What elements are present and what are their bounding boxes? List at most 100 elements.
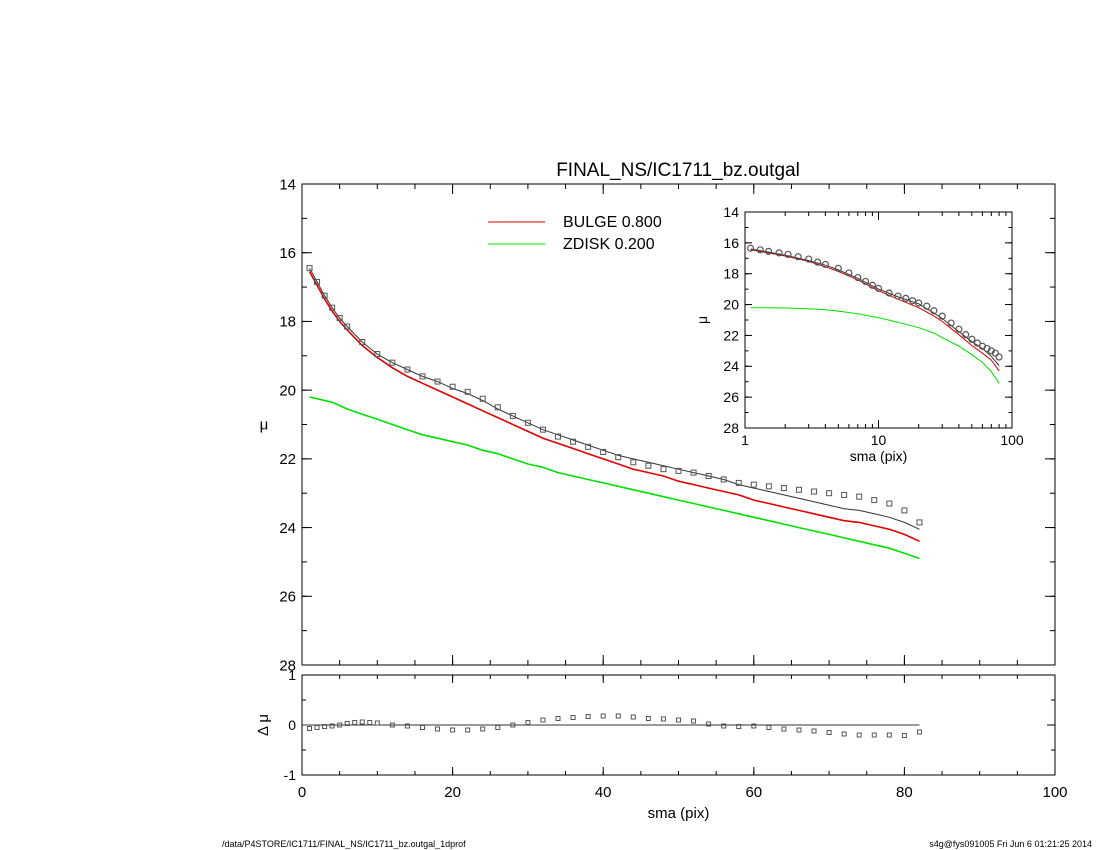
inset-observed-point-16 [894, 292, 902, 300]
main-ytick-label-0: 14 [279, 176, 296, 193]
main-observed-point-4 [336, 314, 343, 321]
main-observed-point-31 [735, 479, 742, 486]
main-observed-point-21 [585, 443, 592, 450]
main-ytick-label-5: 24 [279, 520, 296, 537]
main-observed-point-3 [329, 304, 336, 311]
inset-ytick-label-7: 28 [723, 420, 739, 436]
main-observed-point-42 [901, 507, 908, 514]
main-ytick-label-2: 18 [279, 314, 296, 331]
main-observed-point-40 [871, 497, 878, 504]
inset-ytick-label-1: 16 [723, 235, 739, 251]
resid-point-20 [540, 717, 546, 723]
inset-observed-point-9 [834, 264, 842, 272]
main-bulge-line [308, 271, 920, 543]
main-observed-point-18 [539, 426, 546, 433]
resid-point-40 [841, 731, 847, 737]
main-observed-point-19 [555, 433, 562, 440]
inset-observed-point-5 [794, 253, 802, 261]
resid-point-41 [856, 732, 862, 738]
main-observed-point-0 [306, 265, 313, 272]
main-observed-point-38 [841, 491, 848, 498]
main-observed-point-41 [886, 500, 893, 507]
inset-observed-point-7 [814, 258, 822, 266]
resid-point-2 [322, 724, 328, 729]
resid-point-27 [645, 716, 651, 721]
resid-point-36 [781, 726, 787, 732]
resid-xtick-label-2: 40 [595, 784, 612, 801]
inset-ytick-label-5: 24 [723, 358, 739, 374]
main-observed-point-11 [434, 378, 441, 385]
inset-observed-point-19 [915, 299, 923, 307]
inset-log-profile-panel: 14 16 18 20 22 24 26 281 10 100 sma (pix) μ [694, 204, 1024, 464]
inset-observed-point-17 [902, 294, 910, 302]
resid-point-29 [676, 717, 681, 723]
main-observed-point-9 [404, 366, 411, 373]
resid-ytick-label-1: 0 [288, 717, 296, 733]
resid-xtick-label-3: 60 [745, 784, 762, 801]
main-observed-point-43 [916, 519, 923, 526]
main-observed-point-2 [321, 292, 328, 299]
inset-observed-point-26 [968, 335, 976, 343]
resid-point-43 [886, 732, 892, 738]
resid-point-25 [615, 713, 621, 719]
main-observed-point-25 [645, 462, 652, 469]
resid-point-44 [901, 733, 907, 738]
resid-point-42 [871, 732, 877, 738]
inset-zdisk-line [750, 307, 1000, 384]
resid-point-14 [450, 727, 456, 733]
main-ytick-label-7: 28 [279, 657, 296, 674]
inset-observed-point-21 [930, 307, 938, 315]
resid-ytick-label-2: 1 [288, 667, 296, 683]
resid-point-3 [329, 723, 335, 729]
chart-title: FINAL_NS/IC1711_bz.outgal [556, 160, 800, 181]
resid-point-21 [555, 716, 561, 721]
main-observed-point-35 [795, 486, 802, 493]
inset-observed-point-32 [995, 353, 1003, 361]
resid-point-45 [916, 729, 922, 735]
inset-observed-point-3 [775, 249, 783, 257]
inset-xtick-label-1: 10 [871, 432, 887, 448]
resid-point-28 [660, 716, 666, 722]
resid-y-axis-label: Δ μ [255, 714, 272, 736]
resid-point-11 [404, 723, 410, 729]
resid-point-32 [721, 723, 727, 729]
inset-ytick-label-4: 22 [723, 327, 739, 343]
main-y-axis-label: μ [260, 417, 269, 434]
inset-xtick-label-0: 1 [741, 432, 749, 448]
main-observed-point-27 [675, 467, 682, 474]
main-observed-point-39 [856, 493, 863, 500]
resid-xtick-label-0: 0 [298, 784, 306, 801]
inset-observed-point-23 [947, 319, 955, 327]
main-ytick-label-1: 16 [279, 245, 296, 262]
main-observed-point-20 [570, 438, 577, 445]
legend-label-0: BULGE 0.800 [563, 214, 662, 231]
main-observed-point-24 [630, 459, 637, 466]
main-observed-point-7 [374, 351, 381, 358]
inset-background [744, 211, 1013, 429]
main-observed-point-8 [389, 359, 396, 366]
main-observed-point-28 [690, 469, 697, 476]
main-observed-point-13 [464, 388, 471, 395]
main-observed-point-16 [509, 412, 516, 419]
resid-point-4 [337, 722, 343, 728]
inset-ytick-label-2: 18 [723, 266, 739, 282]
inset-observed-point-6 [805, 255, 813, 263]
main-observed-point-37 [826, 490, 833, 497]
main-ytick-label-3: 20 [279, 382, 296, 399]
main-observed-point-36 [811, 488, 818, 495]
inset-observed-point-13 [868, 281, 876, 289]
resid-point-0 [307, 726, 313, 731]
main-observed-point-22 [600, 448, 607, 455]
inset-observed-point-11 [854, 273, 862, 282]
inset-xtick-label-2: 100 [1000, 432, 1024, 448]
resid-point-33 [736, 724, 742, 729]
inset-observed-point-18 [908, 297, 917, 305]
main-ytick-label-4: 22 [279, 451, 296, 468]
resid-xtick-label-4: 80 [896, 784, 913, 801]
main-observed-point-5 [344, 323, 351, 330]
resid-point-31 [706, 721, 712, 727]
footer-file-path: /data/P4STORE/IC1711/FINAL_NS/IC1711_bz.… [222, 839, 466, 849]
inset-observed-point-12 [861, 277, 870, 286]
inset-observed-point-25 [962, 331, 970, 339]
